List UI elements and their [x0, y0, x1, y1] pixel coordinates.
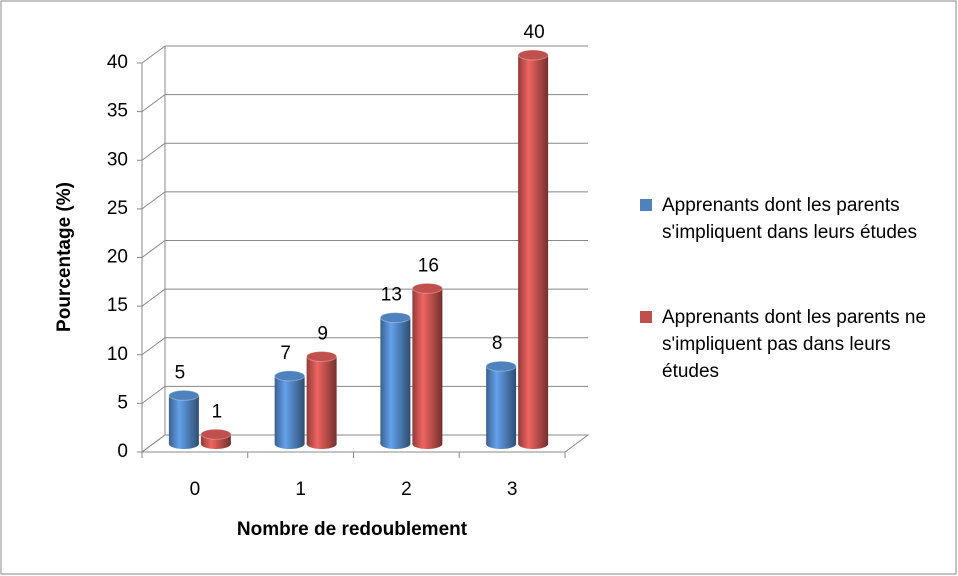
bar	[411, 282, 443, 449]
y-tick-label: 35	[107, 101, 128, 122]
bar	[379, 312, 411, 449]
bar-body	[380, 317, 411, 444]
bar-bottom	[274, 439, 305, 449]
x-tick-label: 2	[401, 479, 412, 500]
bar	[168, 389, 200, 449]
value-label: 5	[175, 362, 186, 383]
value-label: 1	[212, 401, 223, 422]
bar	[306, 350, 338, 449]
bar-top	[517, 49, 549, 61]
grid-line	[141, 142, 588, 161]
bar-body	[274, 375, 305, 444]
value-label: 40	[524, 22, 545, 43]
bar-body	[306, 356, 337, 444]
y-axis-title: Pourcentage (%)	[54, 182, 75, 332]
y-tick-label: 20	[107, 247, 128, 268]
legend-swatch	[640, 199, 652, 211]
bar-body	[518, 55, 549, 444]
legend-item: Apprenants dont les parents ne s'impliqu…	[640, 304, 940, 385]
value-label: 16	[418, 255, 439, 276]
bar-body	[486, 366, 517, 444]
bar-top	[168, 389, 200, 401]
bar-top	[485, 360, 517, 372]
grid-line	[141, 337, 588, 356]
bar-bottom	[412, 439, 443, 449]
bar	[517, 49, 549, 449]
value-label: 9	[317, 323, 328, 344]
bar-bottom	[168, 439, 199, 449]
legend-label: Apprenants dont les parents ne s'impliqu…	[662, 307, 927, 382]
grid-line	[141, 434, 588, 453]
y-tick-label: 0	[117, 441, 128, 462]
bar	[485, 360, 517, 449]
bar-bottom	[518, 439, 549, 449]
grid-line	[141, 240, 588, 258]
bar-top	[274, 370, 306, 382]
bar-bottom	[380, 439, 411, 449]
x-tick-label: 1	[295, 479, 306, 500]
y-tick-label: 15	[107, 295, 128, 316]
bar-top	[200, 428, 232, 440]
y-tick-label: 25	[107, 198, 128, 219]
bar	[200, 428, 232, 449]
legend-item: Apprenants dont les parents s'impliquent…	[640, 192, 940, 246]
bar-body	[168, 395, 199, 444]
y-tick-label: 10	[107, 344, 128, 365]
bar-top	[379, 312, 411, 324]
bar-bottom	[486, 439, 517, 449]
x-axis-title: Nombre de redoublement	[237, 519, 468, 540]
x-tick-label: 0	[190, 479, 201, 500]
x-tick-label: 3	[507, 479, 518, 500]
grid-line	[141, 45, 588, 64]
bar-body	[412, 288, 443, 444]
y-tick-label: 30	[107, 149, 128, 170]
bar	[274, 370, 306, 449]
value-label: 7	[280, 343, 291, 364]
grid-line	[141, 94, 588, 113]
bar-top	[306, 350, 338, 362]
y-tick-label: 40	[107, 52, 128, 73]
grid-line	[141, 191, 588, 210]
legend-swatch	[640, 311, 652, 323]
grid-line	[141, 288, 588, 307]
bar-bottom	[306, 439, 337, 449]
bar-top	[411, 282, 443, 294]
grid-line	[141, 385, 588, 404]
value-label: 13	[381, 285, 402, 306]
bar-bottom	[200, 439, 231, 449]
value-label: 8	[492, 333, 503, 354]
y-tick-label: 5	[117, 392, 128, 413]
legend-label: Apprenants dont les parents s'impliquent…	[662, 195, 917, 243]
